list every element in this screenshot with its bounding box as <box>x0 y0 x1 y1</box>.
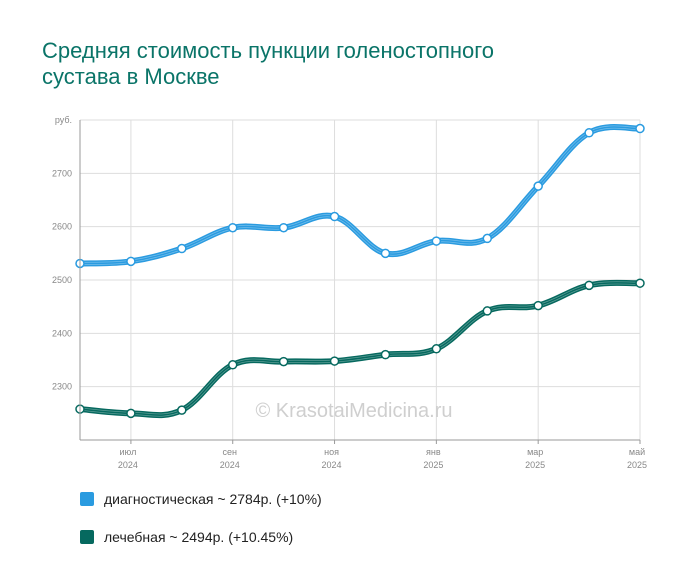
series <box>75 123 645 419</box>
x-tick-year: 2024 <box>322 460 342 470</box>
series-line-core <box>79 282 641 416</box>
y-unit-label: руб. <box>55 115 72 125</box>
data-point <box>482 233 493 244</box>
data-point <box>431 236 442 246</box>
data-point <box>380 349 391 360</box>
x-tick-year: 2025 <box>423 460 443 470</box>
grid <box>80 119 641 440</box>
x-tick-year: 2025 <box>627 460 647 470</box>
x-tick-year: 2024 <box>118 460 138 470</box>
x-tick-month: июл <box>119 447 136 457</box>
data-point <box>177 405 187 415</box>
x-tick-month: май <box>629 447 645 457</box>
legend-swatch-therapeutic <box>80 530 94 544</box>
series-line <box>77 279 643 419</box>
x-tick-month: мар <box>527 447 543 457</box>
data-point <box>278 222 289 233</box>
data-point <box>177 243 187 254</box>
chart-title: Средняя стоимость пункции голеностопного… <box>42 38 642 90</box>
y-tick-label: 2700 <box>52 168 72 178</box>
x-tick-month: сен <box>222 447 237 457</box>
y-tick-label: 2400 <box>52 328 72 338</box>
legend-item-diagnostic[interactable]: диагностическая ~ 2784р. (+10%) <box>80 488 322 510</box>
series-line-highlight <box>79 125 641 265</box>
legend-swatch-diagnostic <box>80 492 94 506</box>
data-point <box>227 360 238 370</box>
data-point <box>533 300 543 311</box>
data-point <box>584 128 594 138</box>
data-point <box>431 344 442 354</box>
y-tick-label: 2600 <box>52 222 72 232</box>
data-point <box>278 356 289 367</box>
data-point <box>329 211 340 222</box>
data-point <box>329 356 340 366</box>
data-point <box>380 248 391 259</box>
legend: диагностическая ~ 2784р. (+10%) лечебная… <box>80 488 322 564</box>
legend-item-therapeutic[interactable]: лечебная ~ 2494р. (+10.45%) <box>80 526 322 548</box>
data-point <box>126 256 136 267</box>
series-line <box>77 124 643 267</box>
data-point <box>482 306 493 316</box>
data-point <box>584 280 594 291</box>
series-line-highlight <box>79 281 641 417</box>
x-tick-year: 2025 <box>525 460 545 470</box>
y-tick-label: 2300 <box>52 382 72 392</box>
series-line-core <box>79 126 641 265</box>
legend-label-diagnostic: диагностическая ~ 2784р. (+10%) <box>104 491 322 507</box>
series-therapeutic <box>75 278 645 419</box>
data-point <box>126 408 136 419</box>
legend-label-therapeutic: лечебная ~ 2494р. (+10.45%) <box>104 529 294 545</box>
data-point <box>635 278 645 288</box>
series-diagnostic <box>75 123 645 269</box>
data-point <box>533 181 543 191</box>
data-point <box>635 123 645 134</box>
axes: 2300 2400 2500 2600 2700 руб. июл 2024 сен 2024 но… <box>52 115 647 470</box>
watermark: © KrasotaiMedicina.ru <box>255 400 452 422</box>
x-tick-month: янв <box>426 447 441 457</box>
chart-title-line-1: Средняя стоимость пункции голеностопного <box>42 38 495 63</box>
y-tick-label: 2500 <box>52 275 72 285</box>
data-point <box>227 222 238 233</box>
x-tick-month: ноя <box>324 447 339 457</box>
x-tick-year: 2024 <box>220 460 240 470</box>
chart-title-line-2: сустава в Москве <box>42 64 220 89</box>
